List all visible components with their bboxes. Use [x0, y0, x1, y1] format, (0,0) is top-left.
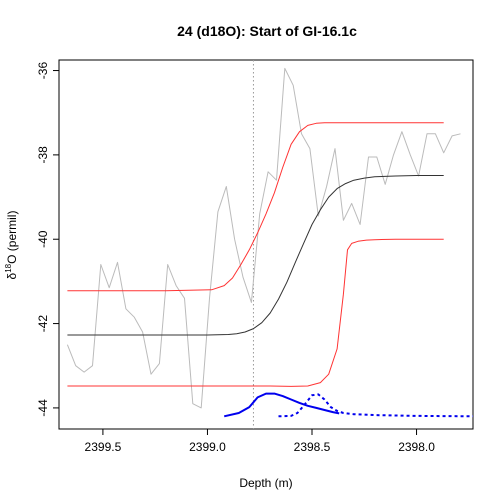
x-axis-label: Depth (m)	[239, 476, 292, 490]
series-line-data	[66, 67, 461, 409]
y-tick-label: -36	[36, 62, 50, 80]
series-line-density-dotted	[278, 393, 474, 418]
x-axis: 2399.5 2399.0 2398.5 2398.0	[85, 429, 435, 454]
series-line-fit-lower	[67, 238, 444, 387]
plot-area	[58, 59, 474, 430]
x-tick-label: 2399.0	[189, 440, 226, 454]
series-line-fit-upper	[67, 122, 444, 292]
y-axis-label-rest: O (permil)	[5, 211, 19, 264]
series-line-density-solid	[223, 392, 340, 418]
plot-frame	[58, 59, 474, 430]
y-axis-label-main: δ	[5, 272, 19, 279]
y-tick-label: -44	[36, 399, 50, 417]
series-layer	[66, 60, 474, 429]
x-tick-label: 2398.5	[294, 440, 331, 454]
x-tick-label: 2399.5	[85, 440, 122, 454]
series-line-fit-median	[67, 175, 444, 336]
chart-title: 24 (d18O): Start of GI-16.1c	[177, 23, 357, 39]
y-axis-label-sup: 18	[4, 263, 13, 272]
y-tick-label: -40	[36, 230, 50, 248]
y-axis-label: δ18O (permil)	[4, 211, 19, 280]
y-tick-label: -38	[36, 146, 50, 164]
y-axis: -44 -42 -40 -38 -36	[36, 62, 59, 417]
x-tick-label: 2398.0	[398, 440, 435, 454]
y-tick-label: -42	[36, 315, 50, 333]
